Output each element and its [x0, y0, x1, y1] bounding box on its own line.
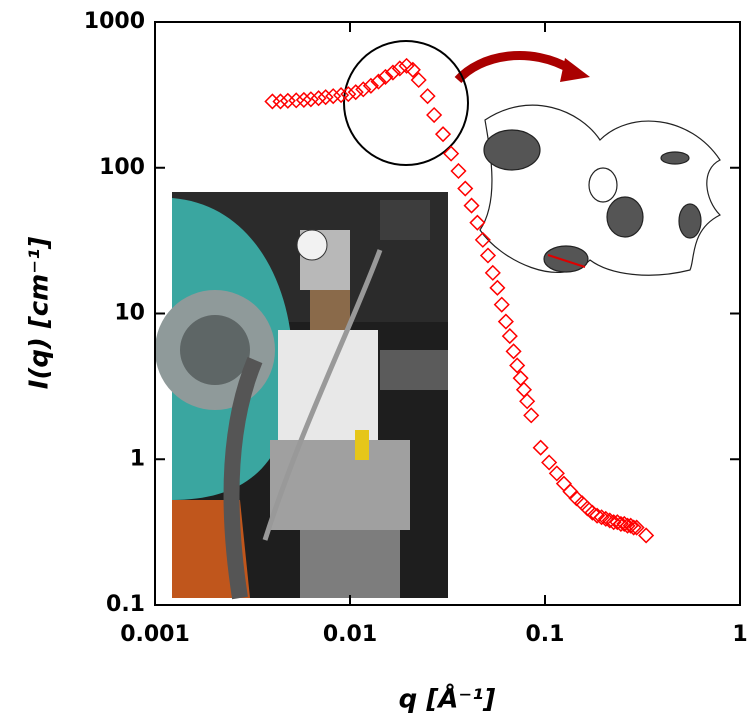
data-point [519, 393, 536, 410]
data-point [593, 509, 610, 526]
x-tick-label: 1 [732, 622, 747, 647]
y-tick-label: 10 [114, 301, 145, 326]
data-point [619, 517, 636, 534]
data-point [548, 465, 565, 482]
data-point [489, 279, 506, 296]
data-point [616, 515, 633, 532]
data-point [370, 73, 387, 90]
data-point [479, 247, 497, 264]
data-point [264, 93, 281, 110]
data-point [497, 313, 514, 330]
arrow-head [560, 58, 590, 82]
data-point [279, 92, 296, 109]
y-tick-label: 1000 [84, 9, 145, 34]
data-point [325, 88, 342, 105]
data-point [469, 214, 486, 231]
data-point [541, 454, 558, 471]
data-point [625, 519, 642, 536]
data-point [377, 68, 394, 85]
x-tick-label: 0.001 [120, 622, 190, 647]
data-point [333, 87, 350, 104]
data-point [523, 407, 540, 424]
data-point [347, 84, 364, 101]
data-point [310, 90, 327, 107]
data-point [355, 81, 372, 98]
y-axis-label: I(q) [cm⁻¹] [25, 237, 55, 390]
data-point [317, 89, 334, 106]
y-tick-label: 100 [99, 155, 145, 180]
x-tick-label: 0.1 [526, 622, 565, 647]
data-point [509, 357, 526, 374]
data-point [515, 381, 533, 398]
data-point [450, 162, 467, 180]
data-point [597, 510, 614, 527]
data-point [505, 343, 522, 360]
pore-sketch [479, 104, 722, 276]
data-point [295, 91, 312, 108]
data-point [628, 519, 645, 536]
photo-inset [155, 192, 448, 600]
data-point [272, 93, 289, 110]
data-point [484, 264, 501, 281]
data-point [501, 328, 518, 345]
y-tick-label: 0.1 [106, 592, 145, 617]
x-tick-label: 0.01 [323, 622, 377, 647]
data-point [340, 86, 357, 103]
data-point [443, 145, 460, 162]
data-point [434, 126, 452, 143]
data-point [410, 71, 427, 89]
data-point [362, 77, 379, 94]
data-point [532, 439, 549, 456]
data-point [584, 504, 601, 521]
data-point [457, 180, 474, 197]
data-point [288, 92, 305, 109]
highlight-circle [343, 40, 469, 166]
x-axis-label: q [Å⁻¹] [399, 683, 496, 715]
data-point [384, 64, 401, 81]
data-point [463, 197, 480, 214]
data-point [493, 296, 510, 313]
data-point [404, 61, 421, 78]
y-tick-label: 1 [130, 446, 145, 471]
data-point [391, 60, 408, 77]
data-point [512, 370, 529, 387]
data-point [622, 517, 639, 534]
arrow [454, 51, 575, 84]
data-point [574, 495, 591, 512]
data-point [474, 231, 491, 248]
data-point [589, 507, 606, 524]
data-point [638, 527, 655, 544]
data-point [419, 88, 436, 105]
data-point [302, 91, 319, 108]
data-point [426, 106, 443, 124]
